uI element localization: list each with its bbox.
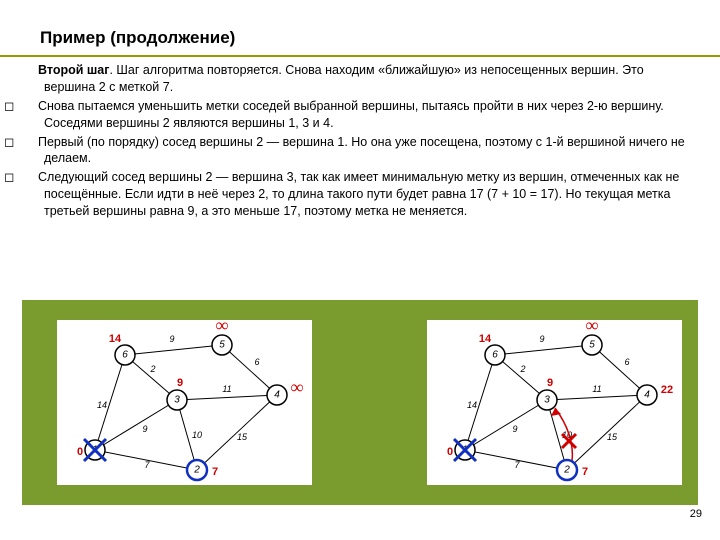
svg-text:7: 7: [144, 460, 150, 470]
svg-text:0: 0: [77, 446, 83, 458]
svg-text:9: 9: [142, 424, 147, 434]
svg-text:7: 7: [582, 466, 588, 478]
svg-text:14: 14: [479, 333, 492, 345]
svg-text:0: 0: [447, 446, 453, 458]
svg-text:2: 2: [193, 465, 200, 476]
svg-text:∞: ∞: [586, 320, 599, 335]
slide-title: Пример (продолжение): [40, 28, 235, 48]
p3-text: Первый (по порядку) сосед вершины 2 — ве…: [38, 135, 685, 166]
svg-text:∞: ∞: [216, 320, 229, 335]
paragraph-1: Второй шаг. Шаг алгоритма повторяется. С…: [24, 62, 696, 96]
svg-text:14: 14: [467, 400, 477, 410]
graph-left: 7914101511296123456079∞∞14: [57, 320, 312, 485]
paragraph-3: ◻Первый (по порядку) сосед вершины 2 — в…: [24, 134, 696, 168]
svg-text:9: 9: [539, 334, 544, 344]
body-text: Второй шаг. Шаг алгоритма повторяется. С…: [24, 62, 696, 222]
svg-text:9: 9: [177, 377, 183, 389]
svg-text:22: 22: [661, 384, 673, 396]
svg-text:14: 14: [97, 400, 107, 410]
p2-text: Снова пытаемся уменьшить метки соседей в…: [38, 99, 664, 130]
page-number: 29: [690, 508, 702, 520]
svg-text:5: 5: [589, 340, 595, 351]
title-underline: [0, 55, 720, 57]
svg-text:4: 4: [644, 390, 650, 401]
p1-lead: Второй шаг: [38, 63, 109, 77]
svg-text:15: 15: [237, 432, 248, 442]
svg-text:9: 9: [512, 424, 517, 434]
slide: Пример (продолжение) Второй шаг. Шаг алг…: [0, 0, 720, 540]
svg-text:6: 6: [624, 357, 629, 367]
svg-text:6: 6: [122, 350, 128, 361]
paragraph-4: ◻Следующий сосед вершины 2 — вершина 3, …: [24, 169, 696, 220]
diagram-panel: 7914101511296123456079∞∞14 7914101511296…: [22, 300, 698, 505]
svg-text:3: 3: [174, 395, 180, 406]
p1-rest: . Шаг алгоритма повторяется. Снова наход…: [44, 63, 644, 94]
paragraph-2: ◻Снова пытаемся уменьшить метки соседей …: [24, 98, 696, 132]
p4-text: Следующий сосед вершины 2 — вершина 3, т…: [38, 170, 679, 218]
svg-text:9: 9: [169, 334, 174, 344]
svg-text:6: 6: [492, 350, 498, 361]
svg-text:2: 2: [519, 364, 525, 374]
svg-text:7: 7: [212, 466, 218, 478]
svg-text:14: 14: [109, 333, 122, 345]
svg-text:11: 11: [592, 384, 601, 394]
svg-text:4: 4: [274, 390, 280, 401]
graph-right: 791410151129612345607922∞14: [427, 320, 682, 485]
svg-text:11: 11: [222, 384, 231, 394]
svg-text:5: 5: [219, 340, 225, 351]
svg-text:10: 10: [192, 430, 202, 440]
svg-text:2: 2: [563, 465, 570, 476]
svg-text:15: 15: [607, 432, 618, 442]
svg-text:7: 7: [514, 460, 520, 470]
svg-text:6: 6: [254, 357, 259, 367]
svg-text:3: 3: [544, 395, 550, 406]
svg-text:∞: ∞: [291, 377, 304, 397]
svg-text:2: 2: [149, 364, 155, 374]
svg-text:9: 9: [547, 377, 553, 389]
